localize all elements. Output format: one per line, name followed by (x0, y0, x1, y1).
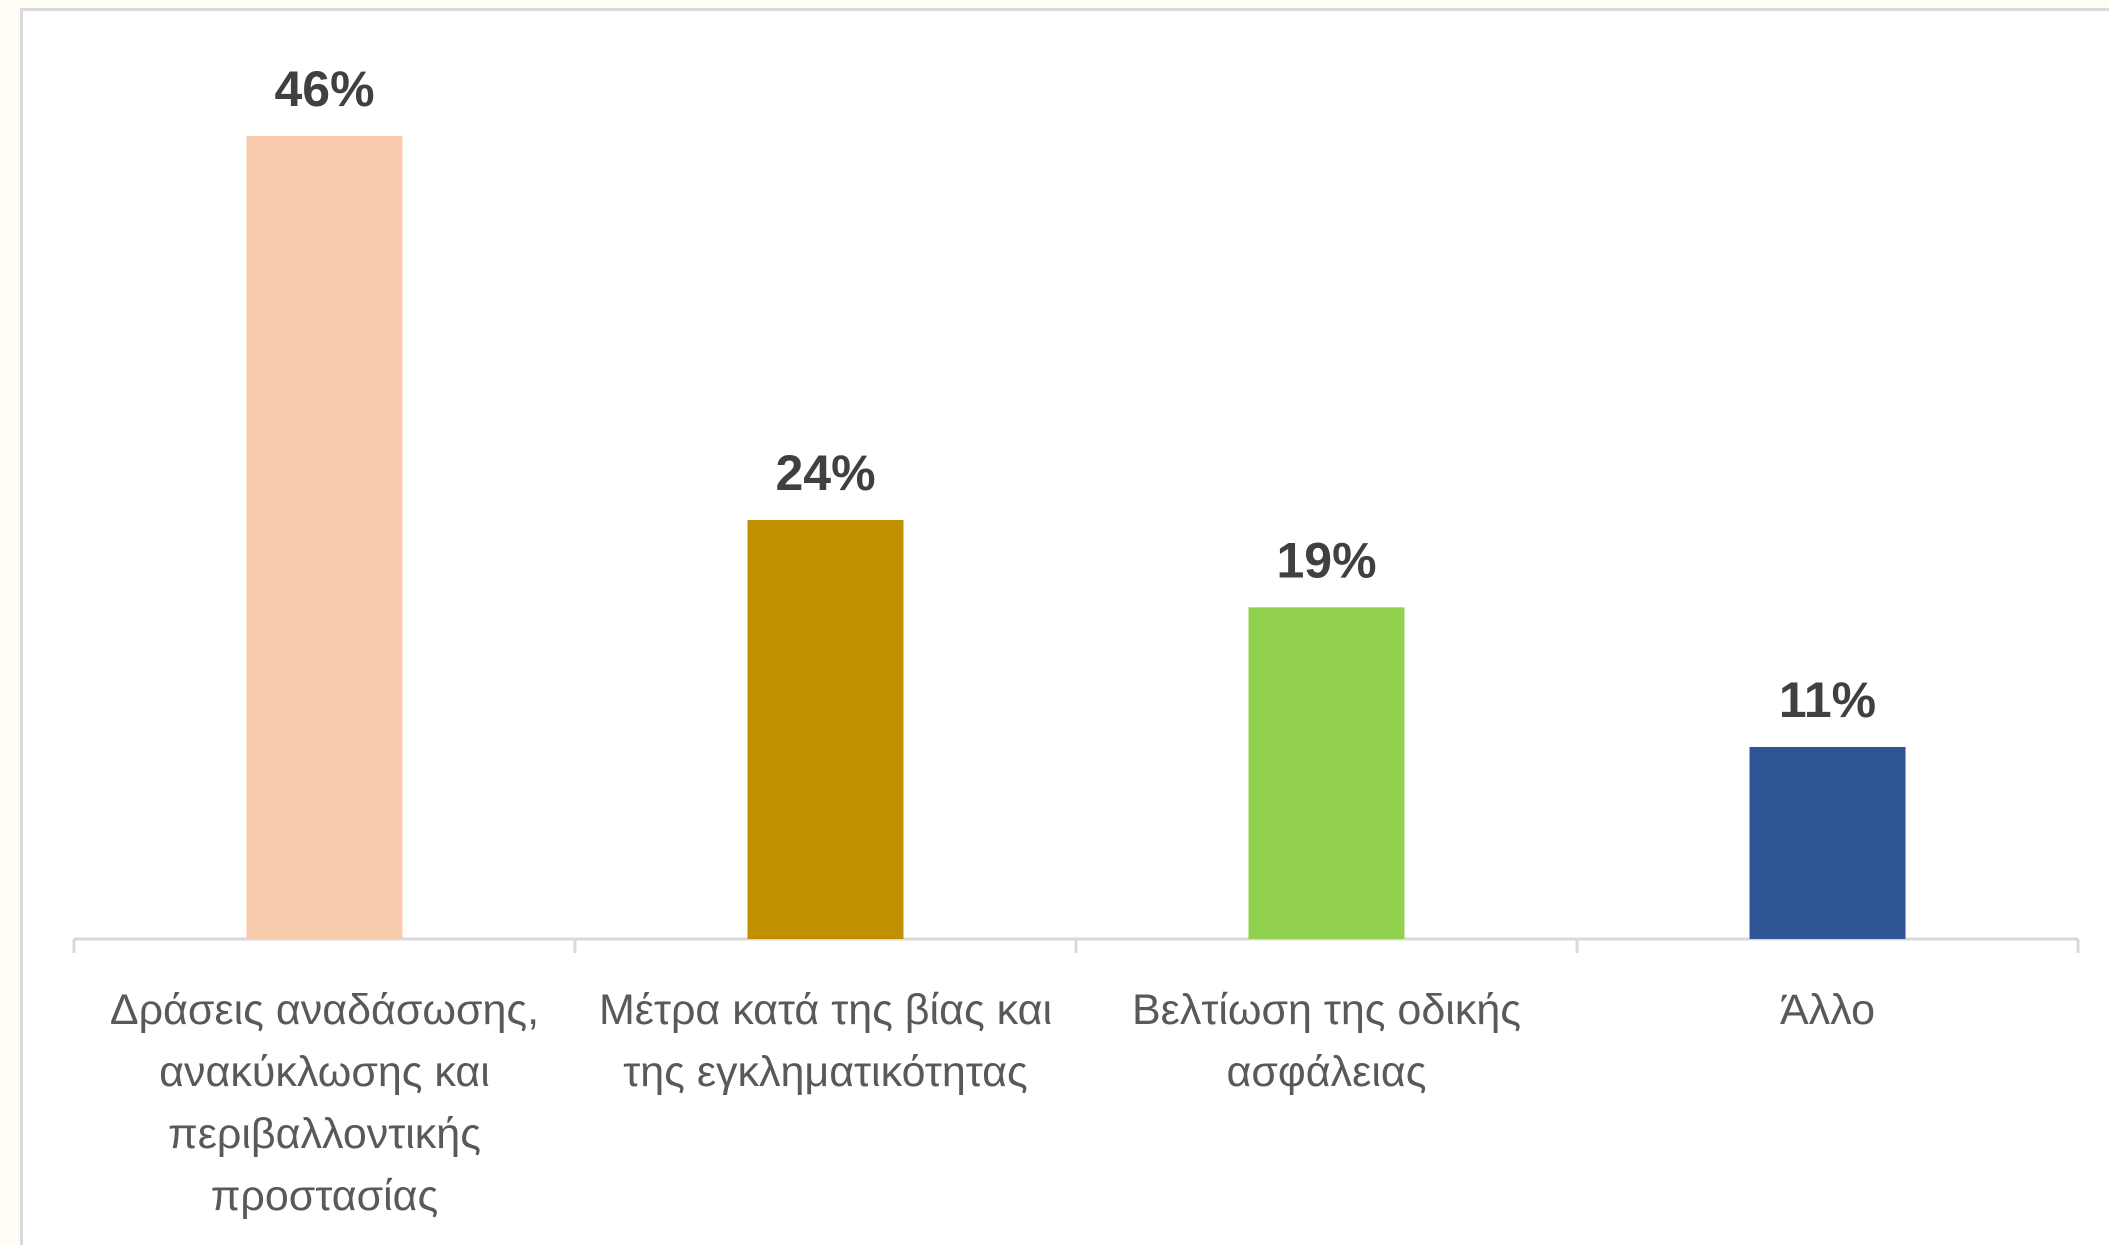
bar (747, 520, 904, 939)
x-tick-label: Άλλο (1780, 986, 1875, 1034)
data-label: 19% (1276, 532, 1376, 588)
x-tick-label: Βελτίωση της οδικής ασφάλειας (1132, 986, 1521, 1096)
data-label: 46% (274, 61, 374, 117)
bar (1248, 607, 1405, 939)
data-label: 24% (775, 445, 875, 501)
x-tick-label: Δράσεις αναδάσωσης, ανακύκλωσης και περι… (109, 986, 540, 1220)
data-label: 11% (1779, 672, 1876, 728)
bar (1749, 746, 1906, 939)
bar (246, 136, 403, 939)
x-tick-label: Μέτρα κατά της βίας και της εγκληματικότ… (598, 986, 1053, 1096)
